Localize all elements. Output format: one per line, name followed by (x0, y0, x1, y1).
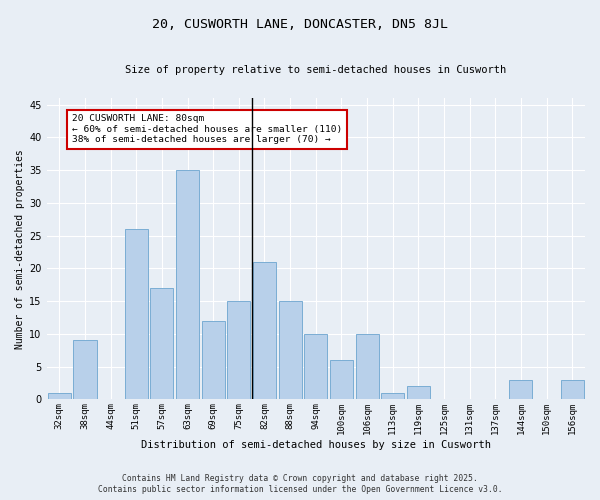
Bar (253, 262, 276, 400)
X-axis label: Distribution of semi-detached houses by size in Cusworth: Distribution of semi-detached houses by … (141, 440, 491, 450)
Bar (560, 380, 584, 400)
Bar (278, 301, 302, 400)
Bar (202, 321, 225, 400)
Text: 20, CUSWORTH LANE, DONCASTER, DN5 8JL: 20, CUSWORTH LANE, DONCASTER, DN5 8JL (152, 18, 448, 30)
Bar (176, 170, 199, 400)
Bar (381, 393, 404, 400)
Bar (304, 334, 328, 400)
Text: Contains HM Land Registry data © Crown copyright and database right 2025.
Contai: Contains HM Land Registry data © Crown c… (98, 474, 502, 494)
Text: 20 CUSWORTH LANE: 80sqm
← 60% of semi-detached houses are smaller (110)
38% of s: 20 CUSWORTH LANE: 80sqm ← 60% of semi-de… (72, 114, 343, 144)
Title: Size of property relative to semi-detached houses in Cusworth: Size of property relative to semi-detach… (125, 65, 506, 75)
Bar (227, 301, 250, 400)
Bar (48, 393, 71, 400)
Bar (330, 360, 353, 400)
Bar (356, 334, 379, 400)
Bar (509, 380, 532, 400)
Bar (73, 340, 97, 400)
Bar (407, 386, 430, 400)
Bar (151, 288, 173, 400)
Bar (125, 229, 148, 400)
Y-axis label: Number of semi-detached properties: Number of semi-detached properties (15, 149, 25, 348)
